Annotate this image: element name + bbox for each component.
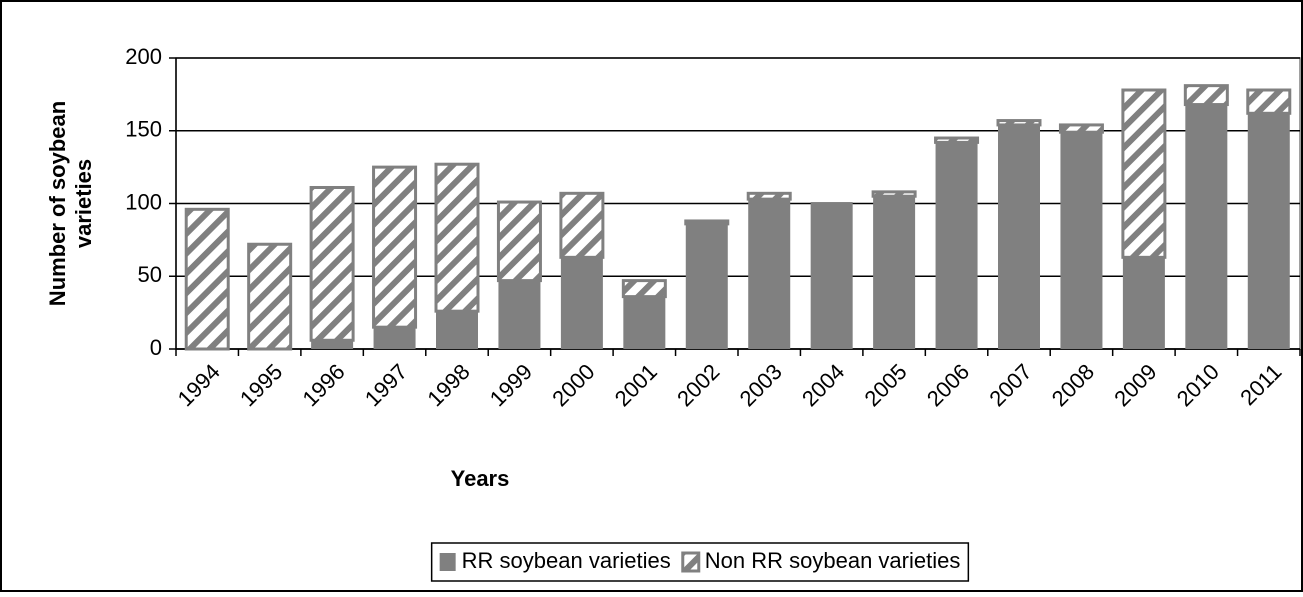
legend: RR soybean varieties Non RR soybean varie…: [430, 542, 970, 582]
bar-segment: [247, 242, 293, 351]
bar-segment: [1122, 257, 1165, 349]
legend-swatch: [681, 551, 701, 573]
bar-segment: [434, 162, 480, 313]
bar-segment: [436, 311, 478, 349]
y-tick-label: 150: [125, 117, 162, 142]
x-axis-title: Years: [451, 466, 510, 491]
bar-segment: [746, 191, 792, 201]
bar-segment: [496, 200, 542, 283]
bar-segment: [935, 142, 978, 349]
bar-segment: [623, 296, 666, 349]
bar-segment: [184, 207, 230, 351]
y-axis-title: Number of soybeanvarieties: [45, 101, 96, 306]
legend-label: Non RR soybean varieties: [705, 548, 961, 573]
bar-segment: [373, 327, 416, 349]
bar-segment: [311, 340, 354, 349]
bar-segment: [934, 136, 980, 144]
bar-segment: [685, 223, 728, 349]
bar-segment: [871, 190, 917, 198]
bar-segment: [996, 119, 1042, 127]
bar-segment: [1121, 88, 1167, 259]
bar-segment: [1247, 113, 1290, 349]
bar-segment: [873, 196, 916, 349]
bar-segment: [309, 185, 355, 342]
bar-segment: [498, 280, 541, 349]
bar-segment: [1058, 123, 1104, 134]
legend-label: RR soybean varieties: [462, 548, 671, 573]
y-axis-title-line: Number of soybean: [45, 101, 70, 306]
bar-segment: [1246, 88, 1292, 115]
bar-segment: [372, 165, 418, 329]
bar-segment: [559, 191, 605, 259]
y-tick-label: 100: [125, 189, 162, 214]
bar-segment: [684, 219, 730, 226]
y-tick-label: 200: [125, 44, 162, 69]
bar-segment: [748, 199, 791, 349]
bar-segment: [560, 257, 603, 349]
y-axis-title-line: varieties: [71, 159, 96, 248]
y-tick-label: 50: [138, 262, 162, 287]
bar-segment: [621, 279, 667, 299]
bar-segment: [998, 124, 1040, 350]
bar-segment: [1060, 132, 1103, 349]
y-tick-label: 0: [150, 335, 162, 360]
legend-swatch: [439, 553, 456, 571]
bar-segment: [810, 202, 853, 349]
bar-segment: [1183, 84, 1229, 107]
bar-segment: [1185, 104, 1228, 349]
